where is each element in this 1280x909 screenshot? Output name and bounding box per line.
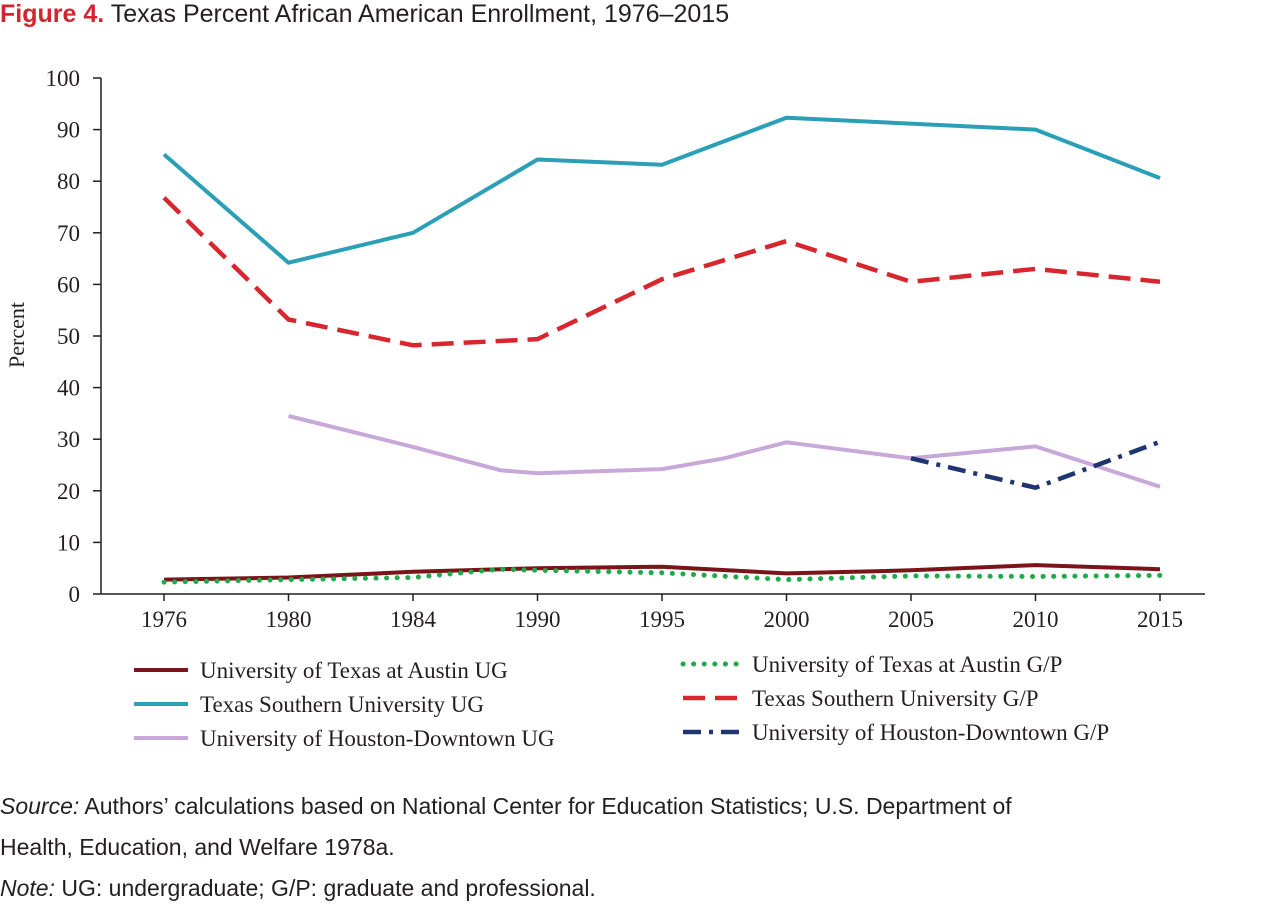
series-line-uhd-ug [288, 414, 1161, 489]
y-tick-label: 40 [57, 376, 80, 401]
source-line-1: Source: Authors’ calculations based on N… [0, 786, 1280, 827]
note-text: UG: undergraduate; G/P: graduate and pro… [54, 875, 596, 901]
x-tick-label: 2010 [1013, 607, 1059, 632]
legend-label-ut-gp: University of Texas at Austin G/P [752, 652, 1062, 677]
x-tick-label: 2015 [1137, 607, 1183, 632]
x-tick-label: 1995 [639, 607, 685, 632]
legend: University of Texas at Austin UG Texas So… [134, 652, 1109, 751]
note-label: Note: [0, 875, 55, 901]
x-tick-label: 1984 [390, 607, 437, 632]
series-line-ut-gp [161, 566, 1163, 585]
note-line: Note: UG: undergraduate; G/P: graduate a… [0, 868, 1280, 909]
legend-label-tsu-gp: Texas Southern University G/P [752, 686, 1039, 711]
y-tick-label: 10 [57, 530, 80, 555]
x-tick-label: 1976 [141, 607, 187, 632]
y-tick-label: 100 [46, 66, 81, 91]
series-line-ut-ug [163, 563, 1161, 582]
y-tick-label: 90 [57, 118, 80, 143]
source-label: Source: [0, 793, 80, 819]
figure-label: Figure 4. [0, 0, 105, 28]
y-tick-label: 70 [57, 221, 80, 246]
chart-axes [100, 78, 1205, 595]
figure-title: Figure 4. Texas Percent African American… [0, 0, 729, 29]
legend-label-tsu-ug: Texas Southern University UG [200, 692, 484, 717]
x-tick-label: 1990 [515, 607, 561, 632]
source-line-2: Health, Education, and Welfare 1978a. [0, 834, 395, 860]
y-tick-label: 80 [57, 169, 80, 194]
y-tick-label: 20 [57, 479, 80, 504]
x-tick-label: 1980 [266, 607, 312, 632]
series-line-tsu-gp [162, 196, 1161, 348]
figure-title-text: Texas Percent African American Enrollmen… [110, 0, 730, 28]
legend-label-uhd-ug: University of Houston-Downtown UG [200, 726, 555, 751]
y-ticks: 0 10 20 30 40 50 60 70 80 90 100 [46, 66, 101, 607]
x-tick-label: 2000 [764, 607, 810, 632]
y-tick-label: 0 [69, 582, 81, 607]
y-tick-label: 60 [57, 272, 80, 297]
series-layer [161, 115, 1163, 585]
y-axis-label: Percent [4, 302, 29, 368]
legend-label-uhd-gp: University of Houston-Downtown G/P [752, 720, 1109, 745]
x-tick-label: 2005 [888, 607, 934, 632]
y-tick-label: 50 [57, 324, 80, 349]
notes: Source: Authors’ calculations based on N… [0, 786, 1280, 909]
series-line-tsu-ug [162, 115, 1161, 265]
series-line-uhd-gp [910, 439, 1161, 490]
source-text-1: Authors’ calculations based on National … [79, 793, 1012, 819]
y-tick-label: 30 [57, 427, 80, 452]
legend-label-ut-ug: University of Texas at Austin UG [200, 658, 508, 683]
x-ticks: 1976 1980 1984 1990 1995 2000 2005 2010 2015 [141, 594, 1183, 632]
